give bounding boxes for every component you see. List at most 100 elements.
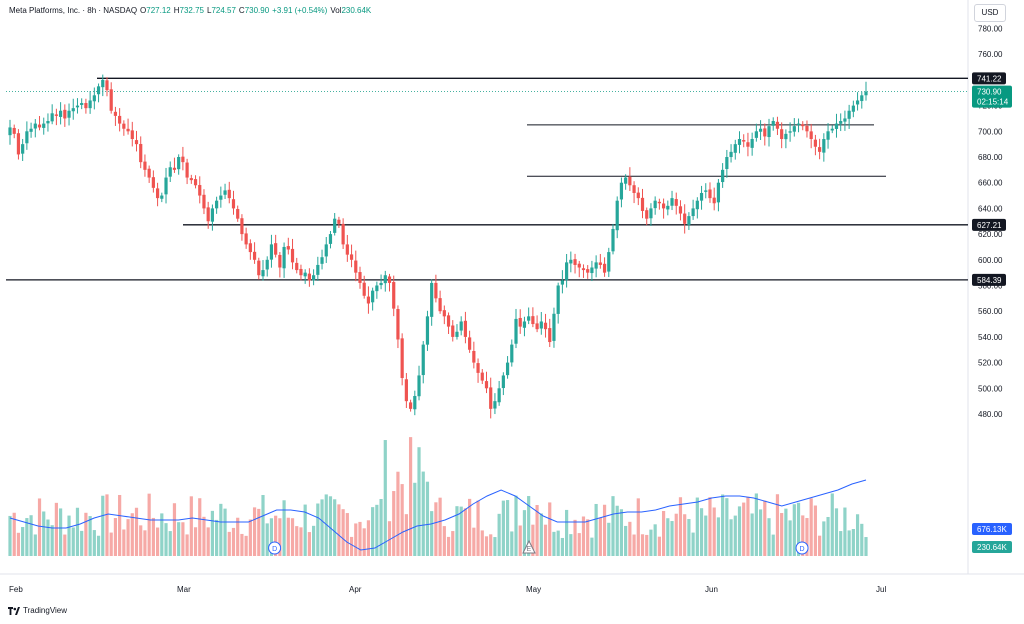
volume-bar-down (16, 532, 21, 556)
candle-down (63, 109, 67, 119)
candle-down (446, 315, 451, 327)
volume-bar-down (113, 518, 118, 556)
volume-bar-up (210, 510, 215, 556)
volume-bar-down (586, 519, 590, 556)
volume-bar-down (813, 505, 817, 556)
candle-down (573, 259, 577, 265)
volume-bar-down (227, 531, 231, 556)
volume-bar-up (624, 525, 628, 556)
volume-bar-up (215, 519, 219, 556)
volume-ma-label: 676.13K (977, 525, 1007, 534)
candle-up (88, 100, 92, 109)
candle-up (430, 282, 434, 317)
volume-bar-up (855, 514, 860, 556)
candle-up (552, 313, 556, 341)
candle-up (8, 127, 12, 136)
volume-bar-down (396, 471, 400, 556)
candle-up (716, 182, 721, 203)
candle-up (379, 282, 383, 286)
candle-up (822, 139, 826, 153)
candle-down (278, 254, 282, 268)
volume-bar-down (805, 518, 809, 556)
currency-button[interactable]: USD (974, 4, 1006, 22)
candle-up (687, 216, 691, 225)
candle-up (29, 128, 33, 132)
volume-bar-up (615, 505, 619, 556)
candle-up (282, 246, 286, 269)
candle-down (548, 328, 552, 343)
volume-bar-down (674, 513, 678, 556)
candle-down (468, 337, 472, 350)
candle-down (818, 147, 822, 152)
candle-up (758, 128, 763, 132)
volume-bar-down (683, 514, 687, 556)
volume-bar-up (177, 522, 181, 556)
volume-bar-down (130, 513, 134, 556)
volume-bar-down (189, 496, 193, 556)
volume-bar-up (758, 509, 763, 556)
candle-down (248, 243, 252, 253)
candle-down (400, 338, 404, 379)
volume-bar-up (92, 530, 96, 556)
volume-bar-up (767, 518, 771, 556)
candle-down (602, 263, 607, 273)
dividend-marker-icon (795, 541, 809, 555)
candle-down (480, 372, 484, 381)
candle-up (733, 144, 737, 153)
candle-up (607, 252, 611, 272)
candle-down (366, 296, 371, 304)
candle-down (801, 124, 805, 127)
volume-bar-down (518, 525, 522, 556)
volume-bar-down (543, 524, 548, 556)
candle-down (202, 194, 206, 209)
volume-bar-up (796, 502, 801, 556)
volume-bar-up (754, 493, 758, 556)
volume-bar-up (8, 515, 12, 556)
volume-bar-down (231, 527, 236, 556)
candle-up (265, 259, 269, 270)
candle-up (505, 362, 510, 376)
volume-bar-up (725, 498, 729, 556)
candle-up (371, 290, 375, 303)
volume-bar-down (240, 533, 244, 556)
volume-bar-down (489, 534, 493, 556)
candle-down (674, 199, 678, 206)
candle-down (809, 131, 813, 140)
volume-bar-up (830, 493, 834, 556)
volume-bar-up (514, 495, 518, 556)
candle-up (569, 259, 573, 264)
volume-bar-up (320, 499, 324, 556)
tradingview-logo[interactable]: TradingView (8, 606, 67, 615)
volume-bar-up (687, 519, 691, 556)
earnings-marker-icon (522, 539, 536, 554)
volume-bar-down (257, 508, 261, 556)
volume-bar-down (602, 504, 607, 556)
candle-up (269, 244, 274, 260)
candle-down (206, 207, 210, 222)
volume-bar-up (569, 534, 573, 556)
volume-bar-up (784, 508, 788, 556)
volume-bar-up (527, 496, 531, 556)
level-price-tag (972, 273, 1006, 286)
price-tick-label: 560.00 (978, 307, 1003, 316)
volume-bar-up (851, 528, 855, 556)
volume-bar-up (653, 524, 657, 556)
volume-bar-down (345, 513, 349, 556)
low-value: 724.57 (211, 6, 236, 15)
symbol-header: Meta Platforms, Inc. · 8h · NASDAQ O727.… (9, 6, 371, 15)
volume-bar-up (265, 523, 269, 556)
volume-bar-down (118, 494, 122, 556)
volume-bar-up (269, 518, 274, 556)
volume-bar-up (721, 494, 725, 556)
volume-bar-up (430, 511, 434, 556)
volume-bar-up (839, 531, 843, 556)
candle-up (788, 131, 792, 133)
candle-down (252, 251, 257, 260)
volume-bar-up (75, 507, 80, 556)
price-tick-label: 700.00 (978, 127, 1003, 136)
candle-up (383, 275, 387, 284)
candle-up (375, 285, 379, 292)
candle-up (223, 190, 227, 195)
volume-bar-up (101, 495, 105, 556)
